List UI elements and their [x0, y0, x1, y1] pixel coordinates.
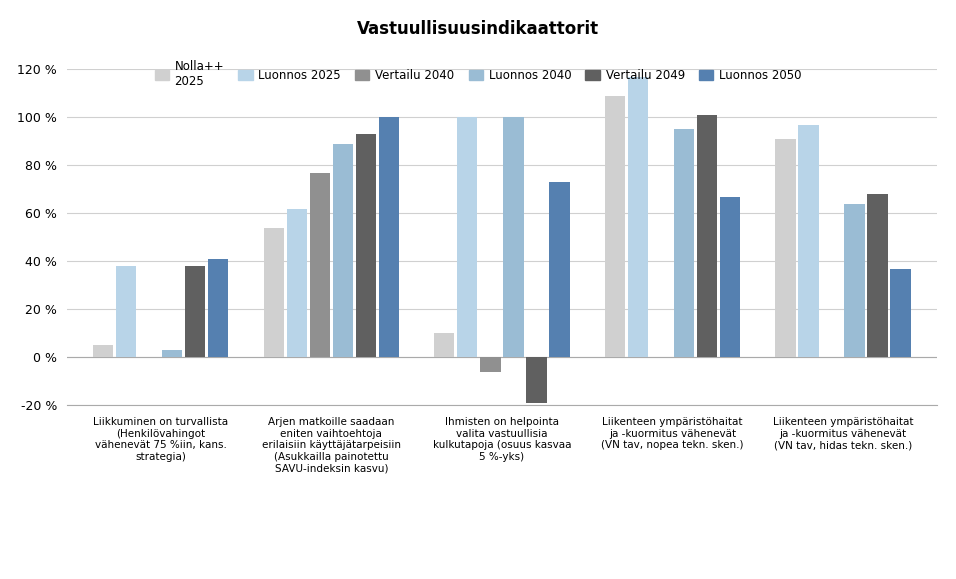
Bar — [163, 350, 183, 357]
Bar — [674, 130, 694, 357]
Bar — [379, 118, 399, 357]
Legend: Nolla++
2025, Luonnos 2025, Vertailu 2040, Luonnos 2040, Vertailu 2049, Luonnos : Nolla++ 2025, Luonnos 2025, Vertailu 204… — [150, 55, 806, 93]
Bar — [356, 134, 376, 357]
Bar — [890, 269, 911, 357]
Bar — [628, 76, 648, 357]
Bar — [185, 266, 206, 357]
Bar — [480, 357, 501, 372]
Bar — [775, 139, 795, 357]
Bar — [310, 173, 330, 357]
Bar — [503, 118, 524, 357]
Bar — [720, 197, 740, 357]
Bar — [867, 194, 888, 357]
Bar — [605, 96, 625, 357]
Bar — [527, 357, 547, 403]
Bar — [434, 334, 454, 357]
Bar — [208, 259, 228, 357]
Text: Vastuullisuusindikaattorit: Vastuullisuusindikaattorit — [357, 20, 599, 38]
Bar — [697, 115, 717, 357]
Bar — [550, 182, 570, 357]
Bar — [287, 208, 307, 357]
Bar — [116, 266, 137, 357]
Bar — [798, 124, 818, 357]
Bar — [457, 118, 477, 357]
Bar — [93, 345, 114, 357]
Bar — [264, 228, 284, 357]
Bar — [844, 204, 865, 357]
Bar — [333, 144, 353, 357]
